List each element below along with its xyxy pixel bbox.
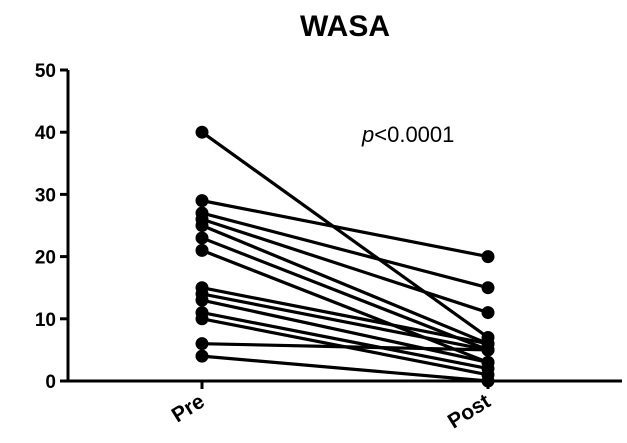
series-line bbox=[201, 286, 489, 346]
series-line bbox=[201, 342, 489, 352]
p-value-text: <0.0001 bbox=[374, 122, 454, 147]
data-point bbox=[195, 337, 209, 351]
data-point bbox=[195, 194, 209, 208]
data-point bbox=[195, 312, 209, 326]
data-point bbox=[195, 219, 209, 232]
data-point bbox=[481, 281, 495, 295]
series-2 bbox=[195, 194, 495, 264]
y-tick-label: 40 bbox=[35, 123, 56, 144]
series-line bbox=[201, 199, 489, 259]
p-value-annotation: p<0.0001 bbox=[361, 122, 454, 147]
x-tick-label: Post bbox=[444, 390, 495, 434]
series-line bbox=[201, 248, 489, 364]
data-point bbox=[481, 343, 495, 357]
x-tick-group: Pre Post bbox=[168, 381, 495, 433]
p-value-symbol: p bbox=[361, 122, 374, 147]
x-tick-label: Pre bbox=[168, 390, 209, 427]
data-point bbox=[195, 293, 209, 307]
chart-title: WASA bbox=[300, 10, 390, 43]
series-line bbox=[201, 236, 489, 352]
data-point bbox=[195, 231, 209, 245]
series-13 bbox=[195, 337, 495, 357]
series-line bbox=[201, 217, 489, 315]
data-point bbox=[195, 243, 209, 257]
y-tick-label: 10 bbox=[35, 310, 56, 331]
series-group bbox=[195, 125, 495, 388]
data-point bbox=[195, 125, 209, 139]
data-point bbox=[481, 306, 495, 320]
series-line bbox=[201, 224, 489, 346]
y-tick-label: 50 bbox=[35, 61, 56, 82]
y-tick-group: 0 10 20 30 40 50 bbox=[35, 61, 68, 393]
data-point bbox=[481, 374, 495, 388]
data-point bbox=[195, 349, 209, 363]
series-line bbox=[201, 130, 489, 339]
series-1 bbox=[195, 125, 495, 344]
series-4 bbox=[195, 212, 495, 320]
y-tick-label: 20 bbox=[35, 248, 56, 269]
data-point bbox=[481, 250, 495, 264]
series-line bbox=[201, 211, 489, 290]
series-line bbox=[201, 298, 489, 364]
series-line bbox=[201, 311, 489, 371]
y-tick-label: 30 bbox=[35, 185, 56, 206]
series-line bbox=[201, 292, 489, 352]
y-tick-label: 0 bbox=[45, 372, 56, 393]
series-14 bbox=[195, 349, 495, 388]
series-line bbox=[201, 354, 489, 383]
